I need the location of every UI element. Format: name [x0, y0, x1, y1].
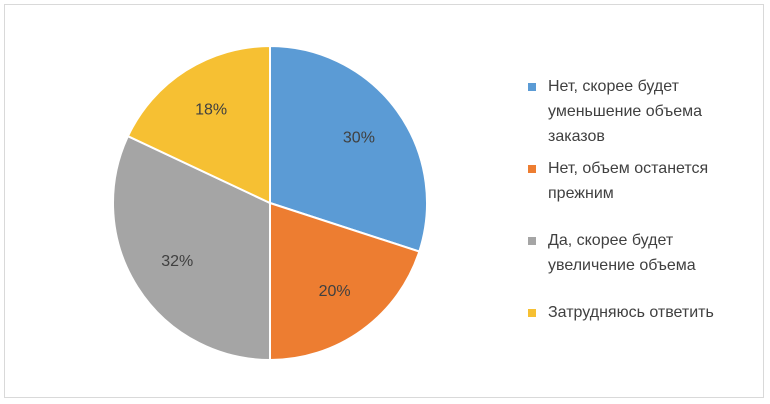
legend-label: Нет, скорее будет уменьшение объема зака… — [548, 78, 703, 145]
legend: Нет, скорее будет уменьшение объема зака… — [528, 74, 748, 325]
legend-swatch — [528, 165, 536, 173]
legend-item: Затрудняюсь ответить — [528, 300, 748, 325]
chart-frame — [4, 4, 764, 398]
legend-swatch — [528, 237, 536, 245]
legend-swatch — [528, 309, 536, 317]
chart: 30% 20% 32% 18% — [112, 44, 428, 362]
legend-swatch — [528, 83, 536, 91]
legend-item: Нет, объем останется прежним — [528, 156, 748, 206]
pie-slice — [269, 201, 421, 362]
legend-label: Да, скорее будет увеличение объема — [548, 232, 696, 274]
legend-item: Да, скорее будет увеличение объема — [528, 228, 748, 278]
data-label: 20% — [319, 283, 351, 300]
pie-slice — [126, 44, 271, 205]
pie-slice — [112, 134, 271, 362]
legend-label: Нет, объем останется прежним — [548, 160, 709, 202]
pie-slice — [269, 44, 428, 253]
legend-item: Нет, скорее будет уменьшение объема зака… — [528, 74, 748, 149]
data-label: 32% — [161, 253, 193, 270]
legend-label: Затрудняюсь ответить — [548, 304, 714, 321]
data-label: 18% — [195, 101, 227, 118]
data-label: 30% — [343, 130, 375, 147]
